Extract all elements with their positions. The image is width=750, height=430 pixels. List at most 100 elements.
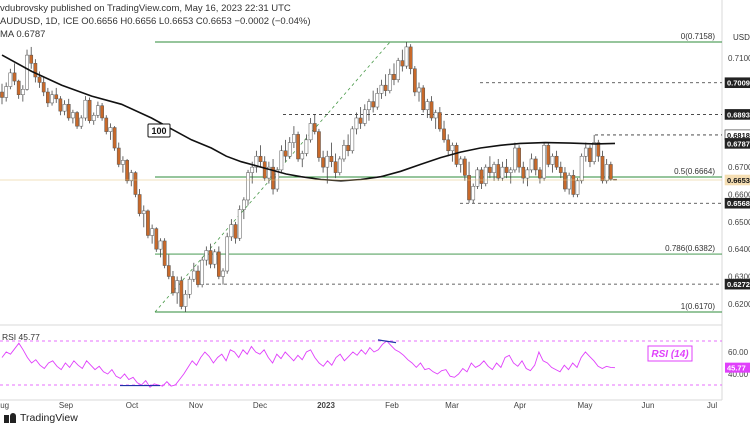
- price-tag: [724, 278, 750, 290]
- price-tag-label: 0.6893: [727, 110, 750, 119]
- x-tick-label: Apr: [514, 401, 527, 410]
- candle-body: [216, 251, 221, 277]
- candle-body: [504, 166, 509, 173]
- candle-body: [79, 117, 84, 127]
- candle-body: [454, 145, 459, 165]
- candle-body: [100, 105, 104, 119]
- candle-body: [183, 293, 188, 307]
- candle-body: [583, 147, 588, 157]
- fib-level-label: 0.5(0.6664): [674, 167, 715, 176]
- candle-body: [471, 186, 476, 201]
- candle-body: [500, 166, 505, 179]
- candle-body: [267, 166, 271, 179]
- candle-body: [254, 155, 259, 168]
- candle-body: [258, 155, 263, 162]
- candle-body: [179, 280, 184, 307]
- candle-body: [458, 158, 463, 165]
- candle-body: [400, 60, 405, 67]
- candle-body: [308, 123, 313, 141]
- candle-body: [579, 155, 584, 182]
- candle-body: [271, 166, 275, 190]
- candle-body: [283, 150, 288, 157]
- candle-body: [533, 158, 538, 171]
- candle-body: [442, 128, 446, 141]
- rsi-tick-label: 40.00: [728, 370, 749, 379]
- candle-body: [54, 94, 59, 100]
- candle-body: [0, 91, 4, 98]
- candle-body: [212, 251, 217, 265]
- x-tick-label: Jul: [707, 401, 717, 410]
- candle-body: [262, 161, 267, 179]
- moving-average-line: [1, 54, 616, 182]
- price-tag: [724, 197, 750, 209]
- price-tag: [724, 174, 750, 186]
- candle-body: [104, 117, 109, 132]
- candle-body: [438, 112, 442, 130]
- currency-label: USD: [733, 33, 750, 42]
- candle-body: [116, 147, 121, 165]
- candle-body: [558, 166, 563, 173]
- candle-body: [71, 112, 75, 119]
- ma-value-line: MA 0.6787: [0, 29, 46, 40]
- candle-body: [425, 101, 430, 111]
- price-tag-label: 0.6653: [727, 176, 750, 185]
- publisher-line: vdubrovsky published on TradingView.com,…: [0, 3, 291, 14]
- candle-body: [50, 94, 54, 104]
- candle-body: [554, 155, 559, 168]
- candle-body: [596, 142, 601, 157]
- candle-body: [8, 72, 13, 87]
- candle-body: [4, 86, 9, 98]
- candle-body: [221, 270, 225, 277]
- candle-body: [379, 84, 384, 94]
- candle-body: [225, 236, 230, 272]
- candle-body: [121, 160, 125, 165]
- candle-body: [521, 166, 526, 179]
- chart-header: vdubrovsky published on TradingView.com,…: [0, 2, 311, 41]
- candle-body: [246, 172, 250, 201]
- candle-body: [33, 63, 38, 78]
- candle-body: [408, 46, 413, 70]
- fib-level-label: 1(0.6170): [681, 302, 716, 311]
- candle-body: [600, 155, 605, 182]
- candle-body: [133, 172, 138, 195]
- fib-level-label: 0(0.7158): [681, 32, 716, 41]
- candle-body: [162, 240, 167, 266]
- tradingview-brand: TradingView: [4, 412, 78, 424]
- candle-body: [208, 250, 213, 265]
- candle-body: [342, 145, 346, 160]
- x-tick-label: Oct: [126, 401, 139, 410]
- x-tick-label: May: [577, 401, 592, 410]
- candle-body: [383, 84, 388, 91]
- x-tick-label: Nov: [189, 401, 203, 410]
- candle-body: [479, 169, 484, 184]
- price-tag: [724, 77, 750, 89]
- candle-body: [563, 172, 567, 190]
- candle-body: [483, 166, 488, 184]
- candle-body: [37, 76, 42, 83]
- candle-body: [233, 224, 238, 239]
- candle-body: [404, 46, 409, 67]
- candle-body: [200, 259, 205, 285]
- candle-body: [137, 194, 142, 214]
- candle-body: [450, 145, 455, 152]
- rsi-label-text: RSI (14): [651, 349, 689, 360]
- candle-body: [488, 166, 492, 173]
- candle-body: [529, 158, 534, 171]
- x-tick-label: 2023: [317, 401, 335, 410]
- x-tick-label: Jun: [642, 401, 655, 410]
- candle-body: [542, 145, 546, 179]
- candle-body: [279, 150, 284, 171]
- candle-body: [191, 270, 196, 280]
- candle-body: [517, 147, 521, 168]
- candle-body: [129, 172, 134, 182]
- candle-body: [292, 134, 296, 143]
- rsi-value-tag-label: 45.77: [727, 364, 746, 373]
- price-tag-label: 0.6818: [727, 131, 750, 140]
- candle-body: [250, 166, 255, 173]
- candle-body: [358, 117, 363, 124]
